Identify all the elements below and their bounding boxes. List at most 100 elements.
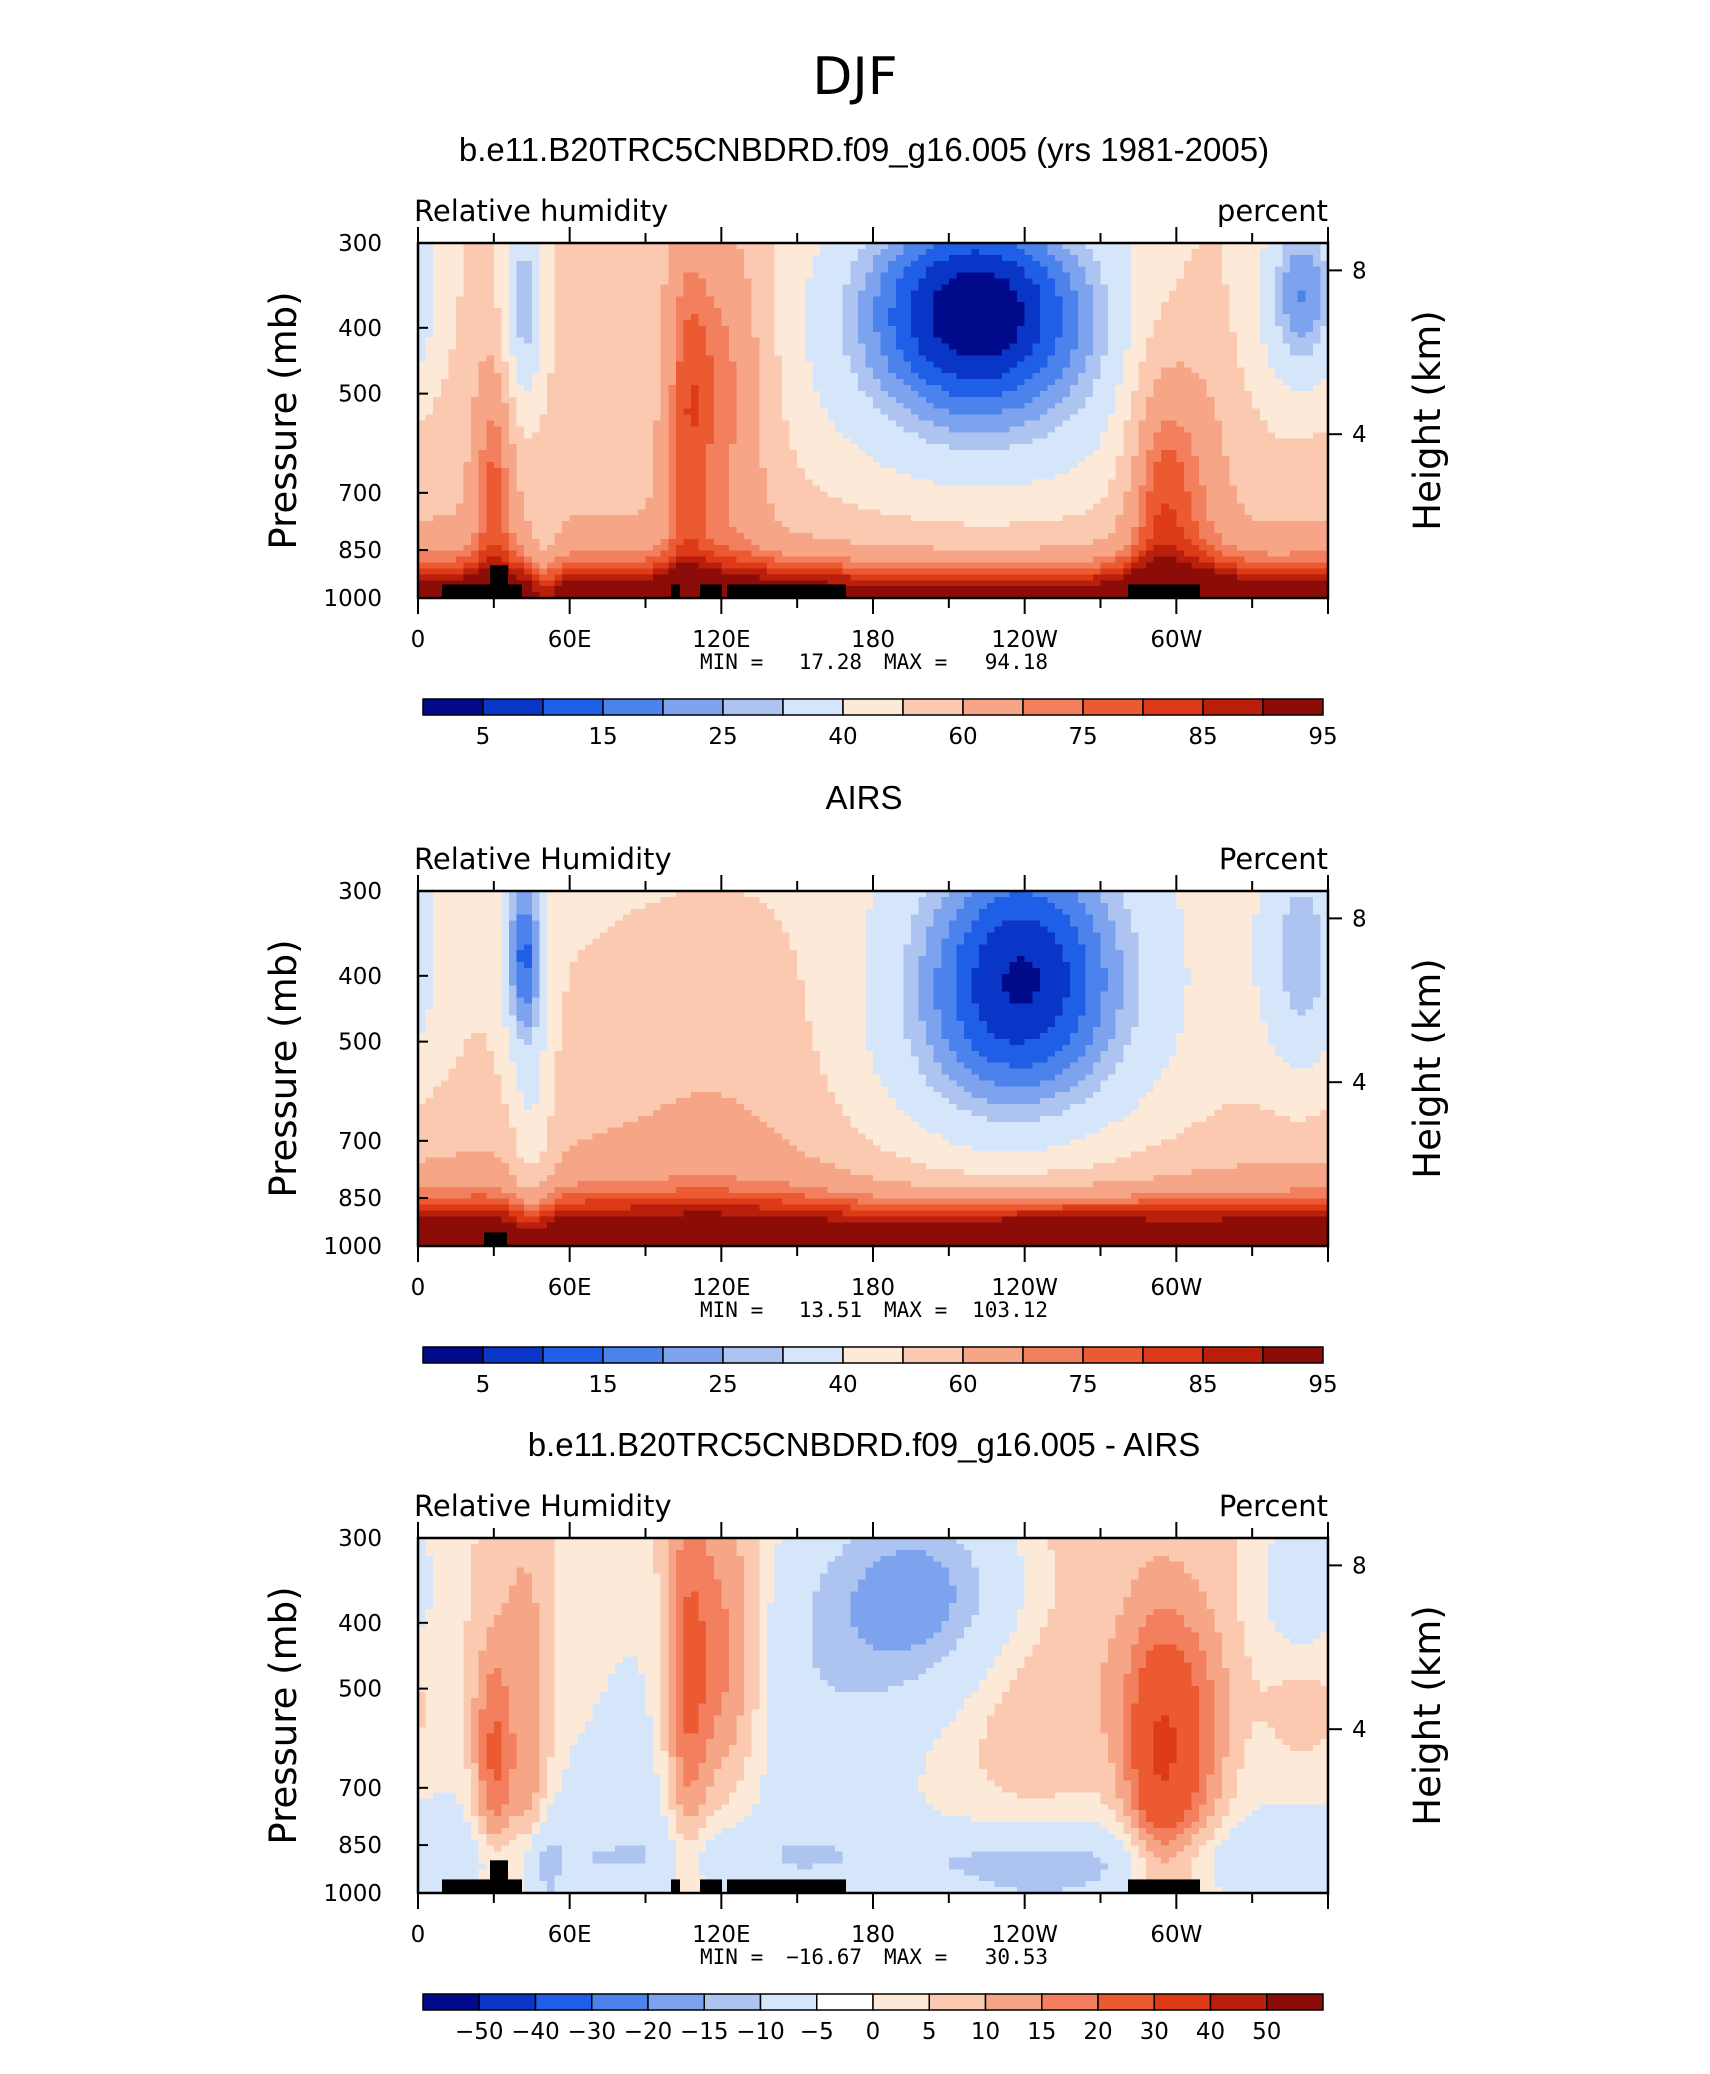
field-cell [805, 426, 813, 433]
field-cell [994, 273, 1002, 280]
field-cell [1260, 279, 1268, 286]
field-cell [1025, 403, 1033, 410]
field-cell [585, 468, 593, 475]
field-cell [1305, 350, 1313, 357]
field-cell [820, 432, 828, 439]
field-cell [501, 391, 509, 398]
field-cell [532, 326, 540, 333]
field-cell [1154, 261, 1162, 268]
field-cell [1131, 290, 1139, 297]
field-cell [972, 296, 980, 303]
field-cell [873, 296, 881, 303]
field-cell [1085, 355, 1093, 362]
field-cell [1313, 361, 1321, 368]
field-cell [456, 468, 464, 475]
field-cell [767, 373, 775, 380]
field-cell [752, 308, 760, 315]
field-cell [797, 314, 805, 321]
field-cell [1199, 426, 1207, 433]
field-cell [1108, 373, 1116, 380]
field-cell [1176, 296, 1184, 303]
field-cell [1222, 391, 1230, 398]
field-cell [919, 456, 927, 463]
field-cell [1283, 261, 1291, 268]
field-cell [1131, 426, 1139, 433]
field-cell [805, 367, 813, 374]
field-cell [782, 409, 790, 416]
field-cell [994, 261, 1002, 268]
field-cell [456, 415, 464, 422]
field-cell [464, 373, 472, 380]
field-cell [471, 385, 479, 392]
field-cell [547, 474, 555, 481]
field-cell [539, 267, 547, 274]
field-cell [812, 290, 820, 297]
field-cell [949, 279, 957, 286]
field-cell [706, 249, 714, 256]
field-cell [699, 373, 707, 380]
field-cell [1093, 432, 1101, 439]
field-cell [1283, 397, 1291, 404]
field-cell [1275, 450, 1283, 457]
field-cell [926, 350, 934, 357]
field-cell [1025, 367, 1033, 374]
field-cell [820, 296, 828, 303]
field-cell [1010, 391, 1018, 398]
field-cell [570, 379, 578, 386]
field-cell [479, 326, 487, 333]
field-cell [501, 456, 509, 463]
field-cell [464, 302, 472, 309]
field-cell [441, 367, 449, 374]
field-cell [661, 332, 669, 339]
field-cell [752, 462, 760, 469]
field-cell [737, 432, 745, 439]
field-cell [1146, 290, 1154, 297]
field-cell [1055, 326, 1063, 333]
field-cell [1047, 480, 1055, 487]
field-cell [1010, 249, 1018, 256]
field-cell [790, 320, 798, 327]
field-cell [972, 468, 980, 475]
field-cell [1214, 350, 1222, 357]
field-cell [1108, 385, 1116, 392]
field-cell [1116, 308, 1124, 315]
field-cell [987, 320, 995, 327]
field-cell [964, 486, 972, 493]
field-cell [949, 338, 957, 345]
field-cell [1063, 409, 1071, 416]
field-cell [1222, 403, 1230, 410]
field-cell [570, 444, 578, 451]
field-cell [464, 314, 472, 321]
field-cell [592, 308, 600, 315]
field-cell [805, 332, 813, 339]
field-cell [1047, 391, 1055, 398]
field-cell [1131, 302, 1139, 309]
field-cell [896, 308, 904, 315]
field-cell [1283, 314, 1291, 321]
field-cell [1017, 255, 1025, 262]
field-cell [1025, 338, 1033, 345]
field-cell [691, 302, 699, 309]
field-cell [1138, 432, 1146, 439]
field-cell [835, 255, 843, 262]
field-cell [441, 308, 449, 315]
field-cell [979, 391, 987, 398]
field-cell [1161, 344, 1169, 351]
field-cell [608, 344, 616, 351]
field-cell [888, 403, 896, 410]
field-cell [630, 391, 638, 398]
field-cell [676, 350, 684, 357]
field-cell [456, 273, 464, 280]
field-cell [850, 350, 858, 357]
field-cell [1078, 338, 1086, 345]
field-cell [941, 249, 949, 256]
field-cell [1283, 468, 1291, 475]
field-cell [873, 444, 881, 451]
field-cell [646, 249, 654, 256]
field-cell [1267, 480, 1275, 487]
field-cell [1085, 397, 1093, 404]
field-cell [850, 486, 858, 493]
field-cell [782, 367, 790, 374]
field-cell [987, 290, 995, 297]
field-cell [509, 261, 517, 268]
